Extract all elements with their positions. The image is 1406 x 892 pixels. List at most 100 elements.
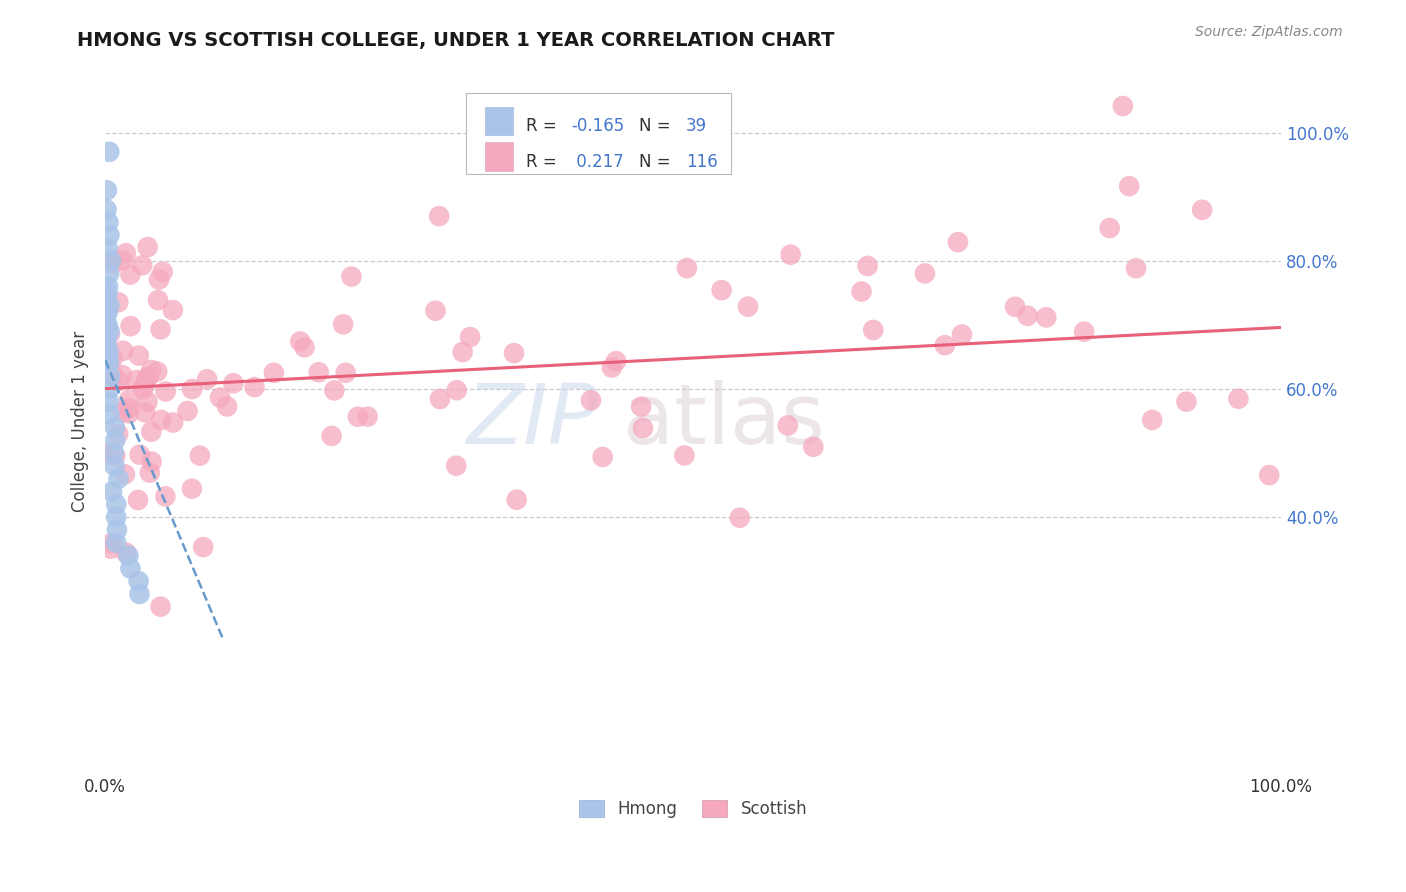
Text: N =: N = xyxy=(638,118,671,136)
Text: 116: 116 xyxy=(686,153,718,171)
Text: HMONG VS SCOTTISH COLLEGE, UNDER 1 YEAR CORRELATION CHART: HMONG VS SCOTTISH COLLEGE, UNDER 1 YEAR … xyxy=(77,31,835,50)
Point xyxy=(97,305,120,319)
Y-axis label: College, Under 1 year: College, Under 1 year xyxy=(72,330,89,511)
Point xyxy=(96,202,118,217)
Text: -0.165: -0.165 xyxy=(571,118,624,136)
Point xyxy=(950,327,973,342)
Point xyxy=(851,285,873,299)
Point xyxy=(779,247,801,261)
Point xyxy=(120,268,142,282)
Point xyxy=(146,365,169,379)
Point xyxy=(340,269,363,284)
Point xyxy=(243,380,266,394)
Text: atlas: atlas xyxy=(623,381,824,461)
Point xyxy=(347,409,370,424)
Point xyxy=(125,373,148,387)
Point xyxy=(146,293,169,307)
Point xyxy=(132,379,155,393)
Point xyxy=(605,354,627,368)
Point xyxy=(136,394,159,409)
Point xyxy=(103,458,125,473)
Point xyxy=(131,258,153,272)
Point xyxy=(217,400,239,414)
Point xyxy=(676,261,699,276)
Point xyxy=(98,369,121,384)
Point xyxy=(631,421,654,435)
Point xyxy=(195,372,218,386)
Point xyxy=(308,365,330,379)
Point xyxy=(97,394,120,409)
FancyBboxPatch shape xyxy=(485,143,513,170)
Point xyxy=(97,350,120,364)
Point xyxy=(103,369,125,384)
Point xyxy=(427,209,450,223)
Point xyxy=(332,318,354,332)
Point xyxy=(117,401,139,416)
Text: R =: R = xyxy=(526,153,557,171)
Point xyxy=(134,405,156,419)
Point xyxy=(446,383,468,397)
Point xyxy=(117,549,139,563)
Point xyxy=(96,446,118,460)
Point xyxy=(188,449,211,463)
Point xyxy=(141,363,163,377)
Point xyxy=(112,343,135,358)
Point xyxy=(135,372,157,386)
Point xyxy=(728,510,751,524)
Point xyxy=(1035,310,1057,325)
Point xyxy=(141,455,163,469)
Point xyxy=(592,450,614,464)
Point xyxy=(103,446,125,460)
Point xyxy=(101,257,124,271)
Point xyxy=(152,265,174,279)
Point xyxy=(458,330,481,344)
Legend: Hmong, Scottish: Hmong, Scottish xyxy=(572,794,814,825)
Point xyxy=(96,356,118,370)
Point xyxy=(118,406,141,420)
Point xyxy=(630,400,652,414)
Point xyxy=(1125,261,1147,276)
Text: 0.217: 0.217 xyxy=(571,153,623,171)
Point xyxy=(856,259,879,273)
Point xyxy=(98,354,121,368)
Point xyxy=(776,418,799,433)
Point xyxy=(181,382,204,396)
Point xyxy=(96,285,118,300)
Point xyxy=(155,489,177,503)
Point xyxy=(96,331,118,345)
Point xyxy=(914,267,936,281)
FancyBboxPatch shape xyxy=(485,107,513,135)
Point xyxy=(98,382,121,396)
Point xyxy=(96,337,118,351)
Point xyxy=(94,311,117,326)
Point xyxy=(162,303,184,318)
Point xyxy=(222,376,245,391)
Point xyxy=(1175,394,1198,409)
Point xyxy=(1140,413,1163,427)
Point xyxy=(208,391,231,405)
Point xyxy=(100,536,122,550)
Point xyxy=(1227,392,1250,406)
Point xyxy=(323,384,346,398)
Point xyxy=(105,510,128,524)
Text: 39: 39 xyxy=(686,118,707,136)
Point xyxy=(176,404,198,418)
Point xyxy=(107,295,129,310)
Point xyxy=(112,405,135,419)
Point xyxy=(136,240,159,254)
Point xyxy=(128,349,150,363)
Point xyxy=(128,574,150,589)
Point xyxy=(737,300,759,314)
Point xyxy=(579,393,602,408)
Point xyxy=(105,535,128,549)
Point xyxy=(98,327,121,342)
Point xyxy=(946,235,969,249)
Point xyxy=(120,561,142,575)
Point xyxy=(98,299,121,313)
Point xyxy=(673,449,696,463)
Point xyxy=(100,541,122,556)
Point xyxy=(425,303,447,318)
Point xyxy=(1118,179,1140,194)
Point xyxy=(118,392,141,407)
Point xyxy=(1112,99,1135,113)
